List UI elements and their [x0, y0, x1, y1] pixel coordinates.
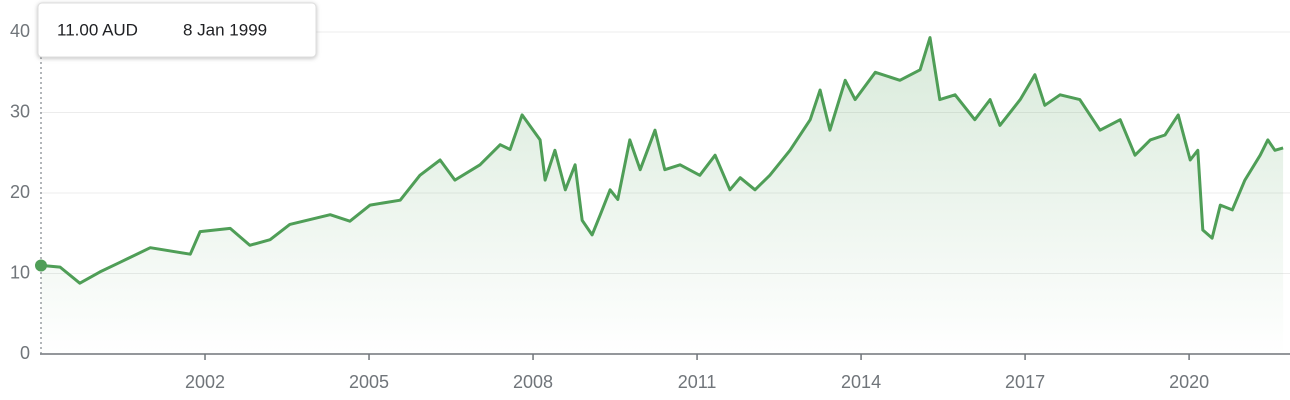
tooltip-price: 11.00 AUD	[57, 20, 138, 39]
area	[41, 37, 1284, 354]
x-tick-label: 2014	[841, 372, 881, 392]
tooltip-box	[37, 2, 317, 58]
y-tick-label: 40	[10, 21, 30, 41]
x-tick-label: 2017	[1005, 372, 1045, 392]
hover-dot	[35, 259, 47, 272]
x-tick-label: 2020	[1169, 372, 1209, 392]
x-tick-label: 2008	[513, 372, 553, 392]
y-tick-label: 10	[10, 262, 30, 282]
x-tick-label: 2011	[678, 372, 717, 392]
y-tick-label: 0	[20, 343, 30, 363]
x-tick-label: 2005	[349, 372, 389, 392]
price-line	[40, 36, 1284, 285]
plot: 0 10 20 30 40 2002 2005 2008 2011 2014 2017 2020	[10, 21, 1290, 392]
y-tick-label: 30	[10, 101, 30, 121]
y-tick-label: 20	[10, 182, 30, 202]
tooltip-date: 8 Jan 1999	[183, 20, 267, 39]
x-tick-label: 2002	[185, 372, 225, 392]
